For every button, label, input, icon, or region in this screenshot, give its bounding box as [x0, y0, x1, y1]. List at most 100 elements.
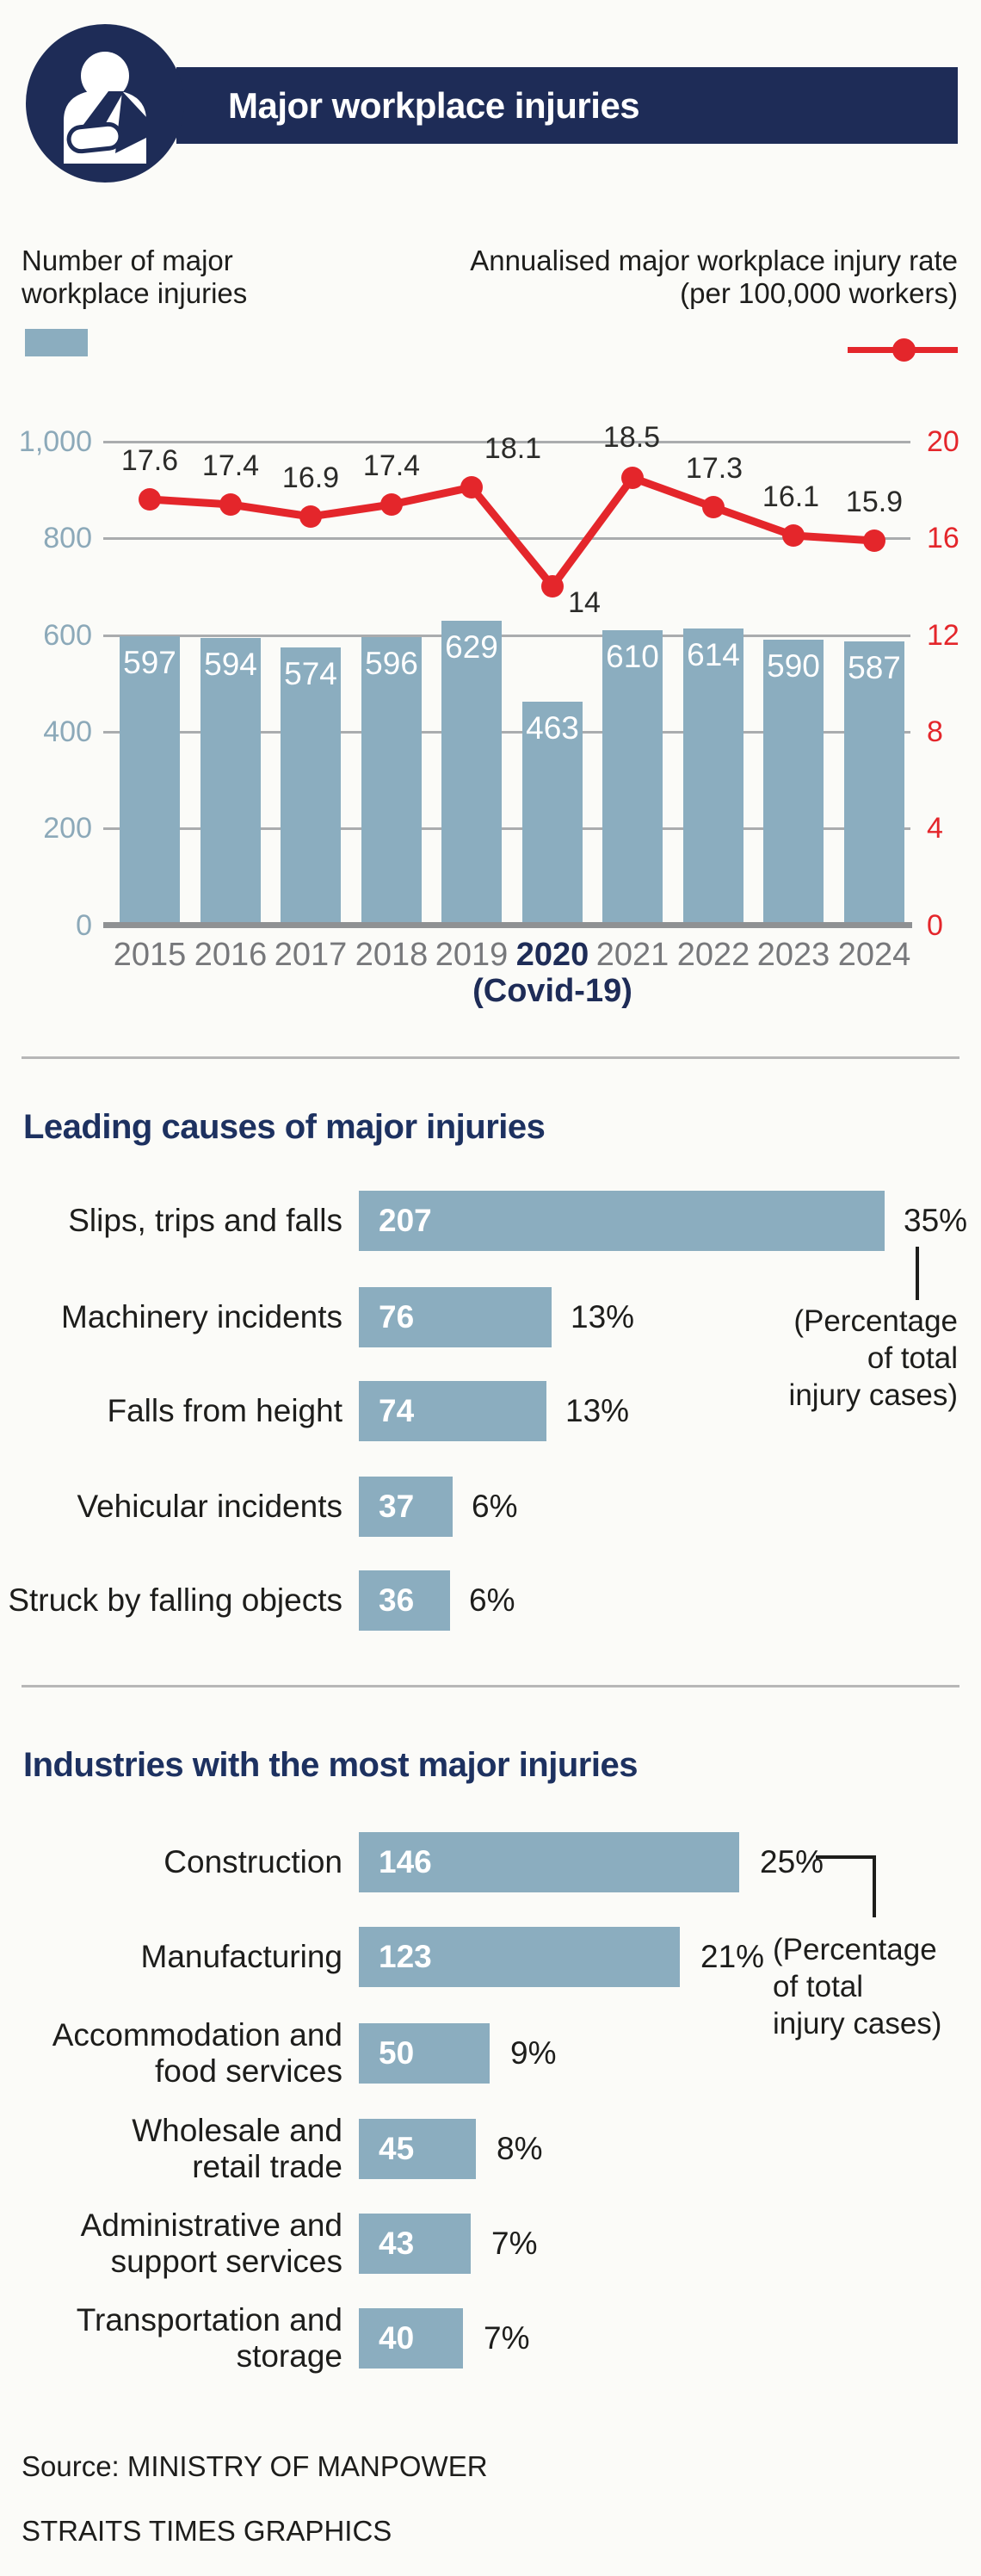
left-axis-tick: 0: [76, 909, 92, 942]
industry-label-line: Wholesale and: [132, 2113, 342, 2148]
bar-2023: 590: [763, 640, 824, 926]
bar-2024: 587: [844, 641, 904, 926]
right-axis-tick: 0: [927, 909, 943, 942]
industries-annotation: (Percentage of total injury cases): [773, 1931, 971, 2042]
cause-bar: 76: [359, 1287, 552, 1347]
bar-value-label: 574: [284, 656, 337, 691]
rate-label: 17.4: [362, 449, 421, 482]
legend-bars: Number of major workplace injuries: [22, 245, 383, 310]
industry-bar: 50: [359, 2023, 490, 2084]
x-tick-2016: 2016: [194, 937, 268, 973]
right-axis-tick: 20: [927, 425, 959, 458]
bar-value-label: 610: [606, 639, 659, 674]
industry-bar: 40: [359, 2308, 463, 2369]
cause-label: Falls from height: [107, 1393, 343, 1428]
cause-bar-value: 76: [379, 1299, 415, 1334]
right-axis-tick: 4: [927, 812, 943, 845]
right-axis-tick: 12: [927, 619, 959, 652]
x-tick-2018: 2018: [355, 937, 429, 973]
industry-bar: 123: [359, 1927, 680, 1987]
industry-bar: 45: [359, 2119, 476, 2179]
industry-bar-value: 146: [379, 1844, 432, 1879]
industry-pct: 7%: [484, 2320, 530, 2356]
industry-bar: 43: [359, 2214, 471, 2274]
industry-bar-value: 43: [379, 2226, 415, 2261]
rate-label: 16.9: [281, 461, 340, 494]
industry-bar-value: 40: [379, 2320, 415, 2356]
bar-value-label: 587: [848, 650, 901, 685]
industry-label-line: retail trade: [192, 2149, 342, 2184]
industry-label-line: Transportation and: [76, 2302, 342, 2338]
legend-bars-line2: workplace injuries: [22, 277, 248, 309]
header-banner: [176, 67, 958, 144]
cause-bar: 74: [359, 1381, 546, 1441]
x-tick-2019: 2019: [435, 937, 509, 973]
legend-rate-line2: (per 100,000 workers): [680, 277, 958, 309]
rate-line-chart: [139, 467, 885, 598]
bar-2019: 629: [441, 621, 502, 926]
injured-person-icon: [26, 24, 184, 183]
bar-value-label: 597: [123, 645, 176, 680]
industry-label: Construction: [164, 1844, 342, 1879]
legend-rate-line1: Annualised major workplace injury rate: [470, 245, 958, 276]
bar-value-label: 594: [204, 647, 257, 682]
left-axis-tick: 1,000: [18, 425, 92, 458]
gridline-800: [103, 537, 910, 540]
cause-bar-value: 36: [379, 1582, 415, 1618]
cause-pct: 13%: [571, 1299, 635, 1334]
industry-pct: 8%: [497, 2131, 543, 2166]
gridline-200: [103, 827, 910, 830]
section-divider: [22, 1056, 959, 1059]
x-tick-2023: 2023: [756, 937, 830, 973]
industry-pct: 25%: [760, 1844, 824, 1879]
rate-label: 18.1: [484, 432, 542, 465]
rate-label: 17.3: [685, 452, 743, 485]
rate-label: 14: [568, 586, 601, 619]
x-tick-2021: 2021: [595, 937, 669, 973]
cause-pct: 13%: [565, 1393, 630, 1428]
annotation-line: injury cases): [788, 1378, 958, 1412]
covid-note: (Covid-19): [472, 973, 632, 1009]
cause-bar: 37: [359, 1477, 453, 1537]
causes-heading: Leading causes of major injuries: [23, 1108, 546, 1146]
cause-pct: 6%: [472, 1489, 518, 1524]
left-axis-tick: 200: [43, 812, 92, 845]
cause-label: Struck by falling objects: [8, 1582, 342, 1618]
annotation-line: of total: [867, 1341, 958, 1375]
bar-value-label: 463: [526, 710, 579, 746]
industry-bar-value: 45: [379, 2131, 415, 2166]
causes-annotation-connector: [916, 1247, 919, 1300]
industry-label: Wholesale and retail trade: [0, 2113, 342, 2185]
annotation-line: of total: [773, 1970, 864, 2003]
bar-2015: 597: [120, 636, 180, 926]
industry-label-line: Accommodation and: [52, 2017, 342, 2053]
causes-annotation: (Percentage of total injury cases): [614, 1303, 958, 1414]
rate-label: 15.9: [845, 486, 904, 518]
legend-bars-line1: Number of major: [22, 245, 233, 276]
cause-pct: 35%: [904, 1203, 968, 1238]
legend-rate: Annualised major workplace injury rate (…: [447, 245, 958, 310]
section-divider: [22, 1685, 959, 1687]
industry-label: Manufacturing: [140, 1939, 342, 1974]
annotation-line: injury cases): [773, 2007, 942, 2040]
industry-label: Transportation and storage: [0, 2302, 342, 2375]
annotation-line: (Percentage: [773, 1933, 937, 1966]
source-credit: Source: MINISTRY OF MANPOWER: [22, 2450, 488, 2482]
cause-bar-value: 207: [379, 1203, 432, 1238]
industries-heading: Industries with the most major injuries: [23, 1746, 638, 1784]
annotation-line: (Percentage: [793, 1304, 958, 1338]
page-title: Major workplace injuries: [228, 85, 640, 126]
industry-label: Administrative and support services: [0, 2208, 342, 2280]
cause-bar-value: 37: [379, 1489, 415, 1524]
right-axis-tick: 16: [927, 522, 959, 554]
cause-bar: 36: [359, 1570, 450, 1631]
cause-label: Slips, trips and falls: [68, 1203, 342, 1238]
x-tick-2017: 2017: [274, 937, 348, 973]
legend-line-dot: [892, 338, 916, 362]
rate-label: 18.5: [602, 421, 661, 454]
cause-bar: 207: [359, 1191, 885, 1251]
left-axis-tick: 800: [43, 522, 92, 554]
bar-value-label: 629: [445, 629, 498, 665]
x-tick-2020: 2020: [515, 937, 589, 973]
